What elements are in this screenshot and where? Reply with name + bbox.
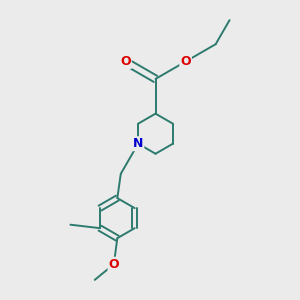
Text: O: O [120,55,131,68]
Text: N: N [133,137,143,150]
Text: O: O [109,258,119,271]
Text: O: O [180,55,191,68]
